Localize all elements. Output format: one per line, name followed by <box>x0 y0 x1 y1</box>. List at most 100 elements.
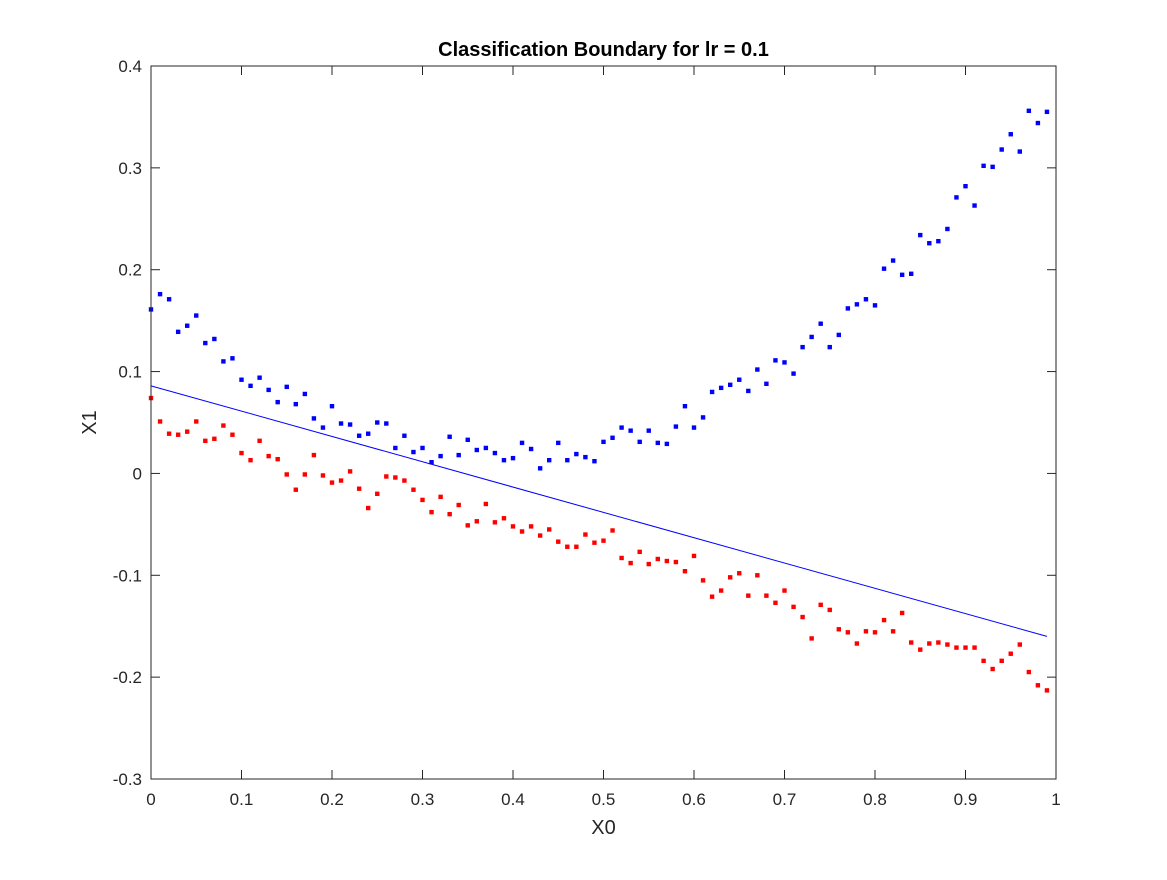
data-point-series-2 <box>872 630 878 635</box>
data-point-series-2 <box>474 519 479 524</box>
data-point-series-2 <box>329 480 335 485</box>
data-point-series-1 <box>483 445 489 451</box>
data-point-series-1 <box>972 203 977 208</box>
data-point-series-1 <box>257 375 262 380</box>
data-point-series-2 <box>456 502 461 508</box>
data-point-series-2 <box>528 524 534 529</box>
axes-background <box>151 66 1056 779</box>
data-point-series-2 <box>682 569 688 574</box>
data-point-series-1 <box>718 385 724 391</box>
data-point-series-1 <box>1044 109 1050 115</box>
data-point-series-2 <box>483 501 489 507</box>
boundary-layer <box>150 385 1048 637</box>
data-point-series-1 <box>438 453 443 459</box>
data-point-series-2 <box>773 600 778 605</box>
data-point-series-2 <box>836 627 841 632</box>
y-tick-label: -0.3 <box>113 770 142 789</box>
data-point-series-1 <box>728 382 733 388</box>
data-point-series-1 <box>1026 108 1032 114</box>
data-point-series-2 <box>881 617 887 623</box>
data-point-series-1 <box>411 449 416 455</box>
data-point-series-2 <box>791 604 796 610</box>
data-point-series-2 <box>275 456 280 462</box>
data-point-series-1 <box>791 371 796 376</box>
data-point-series-2 <box>664 558 670 564</box>
data-point-series-2 <box>175 432 181 437</box>
data-point-series-2 <box>628 560 633 566</box>
x-tick-label: 0.7 <box>773 790 797 809</box>
data-point-series-2 <box>194 419 199 424</box>
data-point-series-2 <box>185 429 190 434</box>
data-point-series-2 <box>1008 651 1013 656</box>
data-point-series-1 <box>773 358 778 363</box>
data-point-series-1 <box>827 344 832 350</box>
data-point-series-1 <box>782 360 787 365</box>
data-point-series-1 <box>700 415 706 420</box>
data-point-series-1 <box>918 232 923 238</box>
data-point-series-2 <box>465 523 470 528</box>
data-point-series-1 <box>809 334 814 340</box>
data-point-series-2 <box>284 472 289 477</box>
data-point-series-1 <box>691 425 697 430</box>
data-point-series-1 <box>800 344 805 350</box>
data-point-series-2 <box>492 520 498 525</box>
data-point-series-2 <box>963 645 968 650</box>
x-axis-label: X0 <box>591 817 615 839</box>
data-point-series-2 <box>402 478 407 483</box>
data-point-series-2 <box>320 473 326 478</box>
data-point-series-2 <box>619 555 624 561</box>
data-point-series-1 <box>185 323 190 328</box>
data-point-series-2 <box>411 487 416 492</box>
data-point-series-2 <box>764 593 769 598</box>
data-point-series-1 <box>366 431 371 436</box>
data-point-series-1 <box>999 147 1004 152</box>
data-point-series-2 <box>257 438 262 444</box>
data-point-series-2 <box>673 559 679 565</box>
axes-box <box>150 65 1057 780</box>
data-point-series-2 <box>755 573 760 578</box>
data-point-series-1 <box>637 439 642 445</box>
data-point-series-1 <box>420 445 425 451</box>
data-point-series-2 <box>547 527 552 532</box>
data-point-series-1 <box>329 404 335 409</box>
y-tick-label: 0.4 <box>118 57 142 76</box>
data-point-series-2 <box>909 640 914 645</box>
data-point-series-2 <box>384 474 389 479</box>
data-point-series-2 <box>1026 669 1032 675</box>
data-point-series-2 <box>637 549 642 555</box>
data-point-series-2 <box>646 561 651 567</box>
data-point-series-2 <box>700 578 706 583</box>
data-point-series-1 <box>501 457 507 463</box>
data-point-series-2 <box>366 505 371 511</box>
data-point-series-2 <box>827 607 832 613</box>
data-point-series-2 <box>420 497 425 503</box>
data-point-series-2 <box>248 457 253 463</box>
data-point-series-1 <box>384 421 389 426</box>
data-point-series-2 <box>601 538 606 543</box>
data-point-series-2 <box>166 431 172 436</box>
data-point-series-1 <box>157 291 163 297</box>
data-point-series-1 <box>709 389 715 395</box>
data-point-series-2 <box>574 544 579 549</box>
data-point-series-1 <box>954 195 959 200</box>
x-tick-label: 0.4 <box>501 790 525 809</box>
x-tick-label: 1 <box>1051 790 1060 809</box>
data-point-series-1 <box>872 303 878 308</box>
data-point-series-2 <box>592 540 597 545</box>
classification-boundary-line <box>150 385 1048 637</box>
data-point-series-2 <box>728 575 733 580</box>
data-point-series-1 <box>854 302 860 307</box>
data-point-series-2 <box>610 528 615 533</box>
data-point-series-1 <box>646 428 651 433</box>
data-point-series-2 <box>556 539 561 544</box>
data-point-series-1 <box>293 401 298 407</box>
data-point-series-2 <box>375 491 380 496</box>
data-point-series-2 <box>899 610 905 616</box>
data-point-series-1 <box>583 454 588 460</box>
data-point-series-1 <box>175 329 181 335</box>
data-point-series-1 <box>519 440 525 446</box>
data-point-series-1 <box>356 433 362 438</box>
data-point-series-1 <box>556 440 561 446</box>
